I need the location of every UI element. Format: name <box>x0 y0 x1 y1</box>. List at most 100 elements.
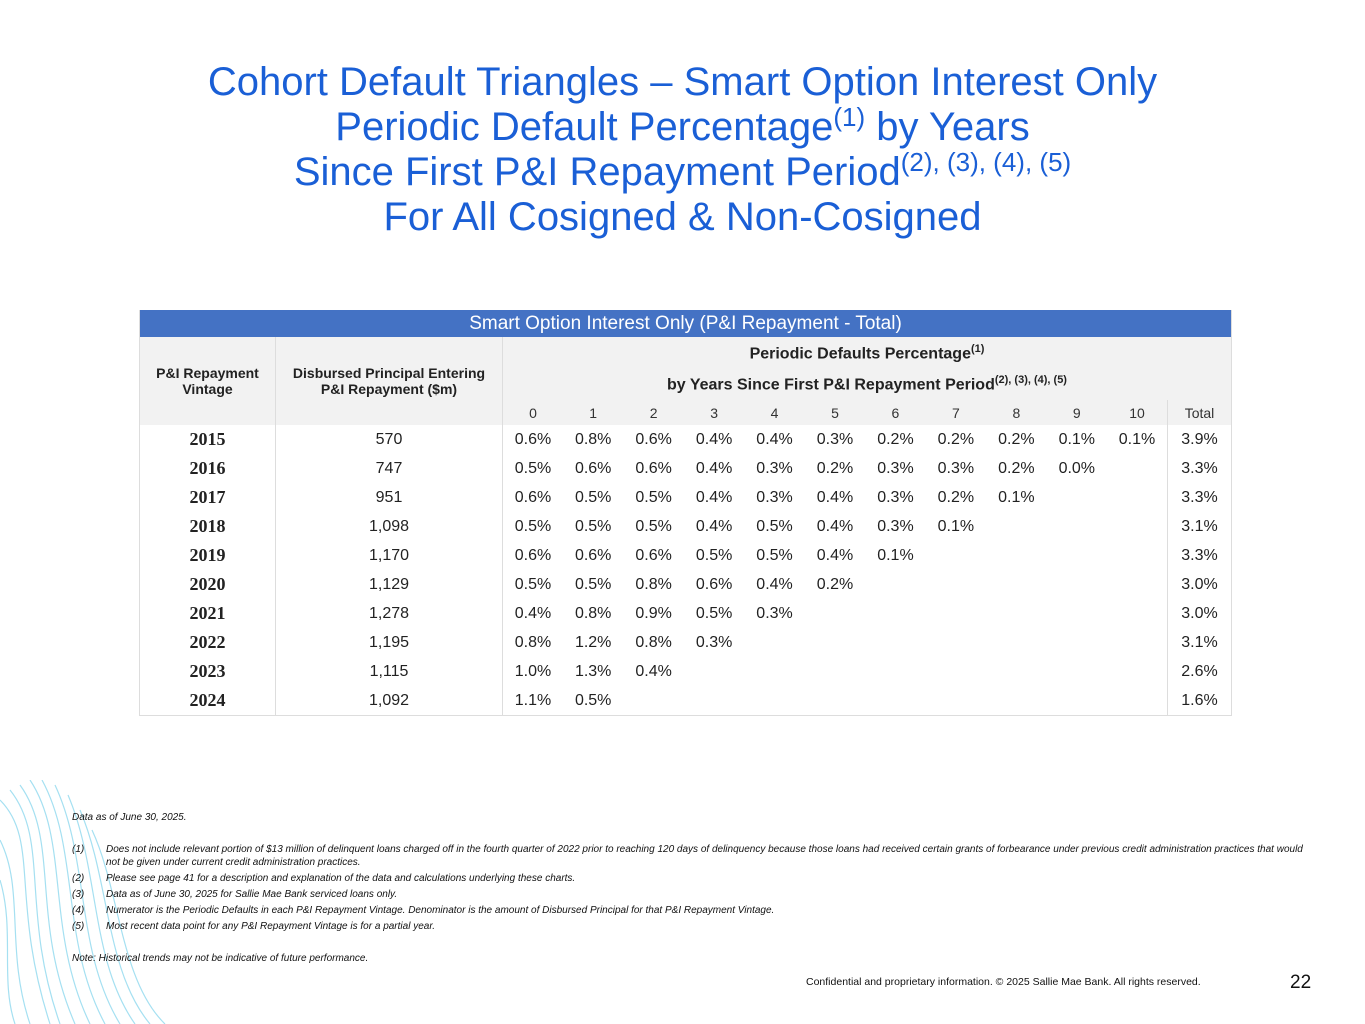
title-line: For All Cosigned & Non-Cosigned <box>0 195 1365 240</box>
default-rate: 0.5% <box>695 546 733 564</box>
group-header: Periodic Defaults Percentage(1) by Years … <box>502 337 1233 400</box>
column-header: P&I Repayment Vintage <box>139 337 276 425</box>
default-rate: 0.2% <box>998 459 1035 477</box>
empty-cell <box>1047 570 1107 599</box>
empty-cell <box>926 570 986 599</box>
group-header-text: Periodic Defaults Percentage <box>749 345 971 363</box>
principal: 1,098 <box>275 512 503 541</box>
footnote-text: Does not include relevant portion of $13… <box>106 844 1303 868</box>
data-row: 2021 1,278 0.4% 0.8% 0.9% 0.5% 0.3% 3.0% <box>139 599 1232 628</box>
period-header: 4 <box>744 400 805 425</box>
default-rate: 0.4% <box>695 517 733 535</box>
empty-cell <box>805 657 865 686</box>
empty-cell <box>926 657 986 686</box>
principal: 1,129 <box>275 570 503 599</box>
empty-cell <box>1047 657 1107 686</box>
principal: 1,092 <box>275 686 503 716</box>
total-rate: 3.3% <box>1166 541 1232 570</box>
default-rate: 0.1% <box>877 546 914 564</box>
default-rate: 0.6% <box>635 459 672 477</box>
vintage: 2015 <box>139 425 276 454</box>
default-rate: 0.5% <box>514 459 552 477</box>
title-line: Since First P&I Repayment Period(2), (3)… <box>0 147 1365 195</box>
data-as-of: Data as of June 30, 2025. <box>72 812 187 823</box>
group-header-line: by Years Since First P&I Repayment Perio… <box>503 374 1231 394</box>
default-rate: 1.3% <box>574 662 612 680</box>
default-rate: 0.4% <box>816 546 854 564</box>
title-text: by Years <box>865 105 1030 149</box>
empty-cell <box>986 512 1046 541</box>
principal: 951 <box>275 483 503 512</box>
empty-cell <box>926 686 986 716</box>
principal: 1,115 <box>275 657 503 686</box>
total-rate: 3.3% <box>1166 454 1232 483</box>
default-rate: 0.3% <box>937 459 975 477</box>
default-rate: 0.5% <box>574 488 612 506</box>
default-rate: 0.4% <box>756 430 793 448</box>
empty-cell <box>1107 512 1167 541</box>
default-rate: 0.5% <box>574 691 612 709</box>
column-header: Disbursed Principal Entering P&I Repayme… <box>275 337 503 425</box>
empty-cell <box>623 686 683 716</box>
default-rate: 0.8% <box>635 575 672 593</box>
empty-cell <box>865 657 925 686</box>
total-rate: 2.6% <box>1166 657 1232 686</box>
default-rate: 0.3% <box>877 459 914 477</box>
default-rate: 0.2% <box>877 430 914 448</box>
empty-cell <box>986 570 1046 599</box>
default-rate: 0.0% <box>1058 459 1096 477</box>
period-header: 7 <box>925 400 987 425</box>
footer: Confidential and proprietary information… <box>806 976 1201 988</box>
default-rate: 0.3% <box>816 430 854 448</box>
total-rate: 3.9% <box>1166 425 1232 454</box>
empty-cell <box>1107 686 1167 716</box>
title-text: Since First P&I Repayment Period <box>293 150 901 194</box>
empty-cell <box>1047 512 1107 541</box>
empty-cell <box>986 657 1046 686</box>
default-rate: 0.9% <box>635 604 672 622</box>
default-rate: 1.0% <box>514 662 552 680</box>
default-rate: 0.2% <box>937 488 975 506</box>
default-rate: 0.6% <box>514 430 552 448</box>
default-rate: 0.3% <box>756 488 793 506</box>
footnote: (3) Data as of June 30, 2025 for Sallie M… <box>72 888 1312 901</box>
vintage: 2020 <box>139 570 276 599</box>
data-row: 2018 1,098 0.5% 0.5% 0.5% 0.4% 0.5% 0.4% 0.3% 0.1… <box>139 512 1232 541</box>
footnote: (4) Numerator is the Periodic Defaults in… <box>72 904 1312 917</box>
data-row: 2020 1,129 0.5% 0.5% 0.8% 0.6% 0.4% 0.2% 3.0% <box>139 570 1232 599</box>
empty-cell <box>865 599 925 628</box>
principal: 1,170 <box>275 541 503 570</box>
title-text: Periodic Default Percentage <box>335 105 834 149</box>
total-rate: 3.0% <box>1166 599 1232 628</box>
default-rate: 0.4% <box>756 575 793 593</box>
data-row: 2022 1,195 0.8% 1.2% 0.8% 0.3% 3.1% <box>139 628 1232 657</box>
principal: 570 <box>275 425 503 454</box>
period-header: 2 <box>623 400 684 425</box>
title: Cohort Default Triangles – Smart Option … <box>0 60 1365 240</box>
default-rate: 0.2% <box>937 430 975 448</box>
period-header: 8 <box>986 400 1047 425</box>
page-number: 22 <box>1290 972 1312 993</box>
principal: 747 <box>275 454 503 483</box>
default-rate: 0.5% <box>695 604 733 622</box>
empty-cell <box>986 686 1046 716</box>
default-rate: 0.6% <box>574 546 612 564</box>
vintage: 2024 <box>139 686 276 716</box>
default-rate: 0.5% <box>514 517 552 535</box>
footnote: (5) Most recent data point for any P&I Re… <box>72 920 1312 933</box>
default-rate: 0.2% <box>816 459 854 477</box>
default-rate: 0.4% <box>695 459 733 477</box>
default-rate: 0.3% <box>877 488 914 506</box>
data-row: 2023 1,115 1.0% 1.3% 0.4% 2.6% <box>139 657 1232 686</box>
default-rate: 1.1% <box>514 691 552 709</box>
data-row: 2024 1,092 1.1% 0.5% 1.6% <box>139 686 1232 716</box>
vintage: 2021 <box>139 599 276 628</box>
default-rate: 0.4% <box>514 604 552 622</box>
period-row: 0 1 2 3 4 5 6 7 8 9 10 Total <box>140 400 1232 425</box>
empty-cell <box>805 686 865 716</box>
vintage: 2016 <box>139 454 276 483</box>
empty-cell <box>805 628 865 657</box>
title-line: Periodic Default Percentage(1) by Years <box>0 104 1365 150</box>
title-superscript: (2), (3), (4), (5) <box>900 147 1072 177</box>
empty-cell <box>1107 454 1167 483</box>
